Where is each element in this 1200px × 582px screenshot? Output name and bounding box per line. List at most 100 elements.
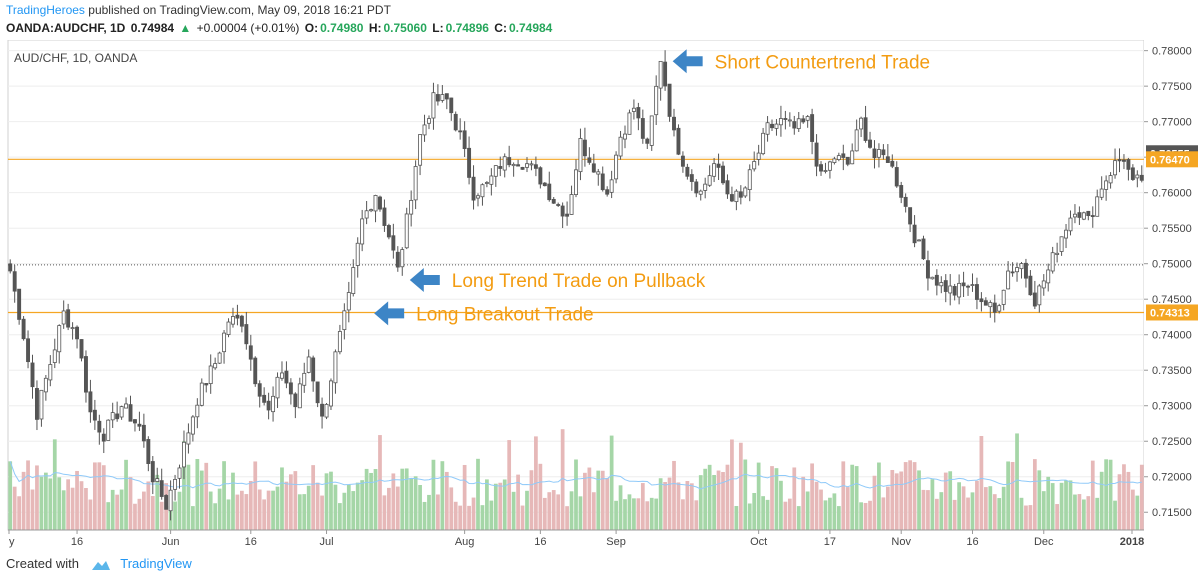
- volume-bar: [1130, 489, 1135, 530]
- candle-body: [801, 118, 806, 123]
- annotation-label: Short Countertrend Trade: [715, 52, 930, 73]
- volume-bar: [721, 472, 725, 530]
- candle-body: [297, 383, 302, 409]
- volume-bar: [444, 471, 449, 530]
- candle-body: [547, 183, 552, 201]
- candle-body: [453, 113, 458, 131]
- volume-bar: [850, 464, 855, 530]
- volume-bar: [703, 468, 708, 530]
- candle-body: [1064, 229, 1068, 239]
- candle-body: [346, 292, 351, 311]
- volume-bar: [614, 500, 618, 530]
- volume-bar: [596, 470, 601, 530]
- candle-body: [333, 351, 338, 384]
- candle-body: [520, 166, 525, 170]
- candle-body: [569, 194, 574, 215]
- volume-bar: [538, 463, 543, 530]
- volume-bars: [8, 429, 1144, 530]
- volume-bar: [39, 476, 44, 530]
- candle-body: [556, 204, 561, 206]
- volume-bar: [110, 489, 115, 530]
- x-tick-label: Sep: [606, 536, 626, 548]
- volume-bar: [369, 472, 373, 530]
- annotation-label: Long Trend Trade on Pullback: [452, 271, 706, 292]
- volume-bar: [1135, 495, 1140, 530]
- candle-body: [119, 406, 124, 418]
- volume-bar: [1050, 483, 1055, 530]
- volume-bar: [1041, 491, 1046, 530]
- candle-body: [498, 166, 503, 169]
- candle-body: [694, 181, 699, 194]
- volume-bar: [507, 440, 512, 530]
- candle-body: [404, 213, 409, 249]
- candle-body: [680, 155, 685, 167]
- publisher-name[interactable]: TradingHeroes: [6, 3, 85, 17]
- candle-body: [186, 432, 191, 445]
- volume-bar: [1117, 474, 1122, 530]
- candle-body: [761, 132, 766, 155]
- candle-body: [39, 389, 44, 420]
- chart-area[interactable]: 0.780000.775000.770000.765000.760000.755…: [0, 39, 1200, 552]
- tradingview-link[interactable]: TradingView: [120, 556, 192, 571]
- y-tick-label: 0.73500: [1152, 365, 1192, 377]
- volume-bar: [756, 462, 761, 530]
- volume-bar: [418, 484, 422, 530]
- volume-bar: [698, 475, 703, 530]
- candle-body: [239, 315, 244, 327]
- volume-bar: [404, 468, 409, 530]
- candle-body: [101, 433, 106, 442]
- volume-bar: [632, 498, 636, 530]
- volume-bar: [124, 459, 128, 530]
- volume-bar: [12, 486, 17, 530]
- volume-bar: [663, 482, 667, 530]
- volume-bar: [302, 494, 307, 530]
- candle-body: [645, 138, 650, 144]
- candle-body: [685, 166, 690, 177]
- candle-body: [1130, 167, 1135, 180]
- candle-body: [1117, 159, 1122, 162]
- candle-body: [1050, 252, 1055, 272]
- volume-bar: [115, 494, 120, 530]
- candle-body: [30, 362, 35, 388]
- y-tick-label: 0.77500: [1152, 81, 1192, 93]
- volume-bar: [1099, 471, 1104, 530]
- volume-bar: [453, 501, 458, 530]
- volume-bar: [770, 466, 774, 530]
- volume-bar: [943, 472, 948, 530]
- candle-body: [302, 372, 307, 386]
- volume-bar: [1086, 496, 1091, 530]
- volume-bar: [208, 491, 213, 530]
- candle-body: [943, 280, 948, 292]
- annotation: Short Countertrend Trade: [672, 49, 930, 74]
- volume-bar: [84, 487, 88, 530]
- y-tick-label: 0.75000: [1152, 259, 1192, 271]
- volume-bar: [725, 464, 730, 530]
- candle-body: [952, 286, 957, 296]
- candle-body: [774, 123, 779, 129]
- volume-bar: [329, 471, 333, 530]
- volume-bar: [275, 486, 280, 530]
- volume-bar: [137, 498, 142, 530]
- volume-bar: [1015, 433, 1019, 530]
- candles: [8, 50, 1144, 521]
- volume-bar: [462, 464, 467, 530]
- candlestick-chart[interactable]: 0.780000.775000.770000.765000.760000.755…: [0, 39, 1200, 552]
- volume-bar: [226, 499, 231, 530]
- candle-body: [476, 195, 480, 199]
- candle-body: [703, 183, 708, 191]
- y-tick-label: 0.73000: [1152, 401, 1192, 413]
- candle-body: [747, 169, 752, 191]
- y-tick-label: 0.72500: [1152, 436, 1192, 448]
- x-tick-label: Aug: [455, 536, 475, 548]
- volume-bar: [244, 494, 249, 530]
- volume-bar: [480, 505, 485, 530]
- volume-bar: [832, 493, 837, 530]
- up-arrow-icon: ▲: [179, 21, 192, 35]
- candle-body: [462, 130, 467, 150]
- y-tick-label: 0.77000: [1152, 117, 1192, 129]
- x-tick-label: Jun: [162, 536, 180, 548]
- candle-body: [881, 149, 886, 156]
- volume-bar: [26, 460, 30, 530]
- candle-body: [1001, 289, 1006, 305]
- volume-bar: [280, 467, 284, 530]
